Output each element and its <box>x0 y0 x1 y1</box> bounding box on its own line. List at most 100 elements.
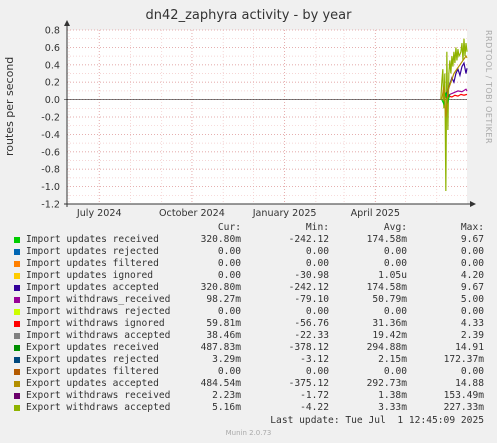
legend-value-max: 4.33 <box>460 318 484 329</box>
legend-swatch <box>14 345 20 351</box>
legend-swatch <box>14 261 20 267</box>
y-tick-label: -0.6 <box>41 147 60 158</box>
y-tick-label: -0.4 <box>41 130 60 141</box>
legend-value-cur: 484.54m <box>200 378 241 389</box>
legend-value-min: -242.12 <box>288 234 329 245</box>
legend-row: Export updates received 487.83m -378.12 294… <box>0 342 497 354</box>
legend-value-min: -56.76 <box>294 318 329 329</box>
legend-row: Import withdraws rejected 0.00 0.00 0.00 0.0… <box>0 306 497 318</box>
legend-series-name: Import withdraws ignored <box>26 318 165 329</box>
legend-header: Cur: Min: Avg: Max: <box>0 222 497 235</box>
legend-row: Import updates filtered 0.00 0.00 0.00 0.00 <box>0 258 497 270</box>
legend-swatch <box>14 273 20 279</box>
legend-value-cur: 3.29m <box>212 354 241 365</box>
legend-swatch <box>14 309 20 315</box>
legend-value-avg: 0.00 <box>383 366 407 377</box>
legend-swatch <box>14 357 20 363</box>
legend-value-min: -3.12 <box>300 354 329 365</box>
legend-value-avg: 0.00 <box>383 306 407 317</box>
legend-swatch <box>14 237 20 243</box>
legend-value-min: -22.33 <box>294 330 329 341</box>
legend-value-min: -375.12 <box>288 378 329 389</box>
legend-swatch <box>14 249 20 255</box>
legend-value-max: 2.39 <box>460 330 484 341</box>
x-tick-label: July 2024 <box>76 208 122 219</box>
legend-value-cur: 2.23m <box>212 390 241 401</box>
legend-value-cur: 0.00 <box>217 270 241 281</box>
legend-value-min: 0.00 <box>305 246 329 257</box>
legend-value-cur: 98.27m <box>206 294 241 305</box>
legend-swatch <box>14 333 20 339</box>
x-tick-label: January 2025 <box>252 208 317 219</box>
series-line <box>441 92 451 106</box>
y-tick-label: 0.6 <box>45 43 60 54</box>
legend-value-max: 5.00 <box>460 294 484 305</box>
legend-value-max: 0.00 <box>460 246 484 257</box>
legend-row: Import updates accepted 320.80m -242.12 174… <box>0 282 497 294</box>
axis-layer: 0.8 0.6 0.4 0.2 0.0 -0.2 -0.4 -0.6 -0.8 -1.0 -1.2 J… <box>41 20 476 219</box>
legend-series-name: Export updates accepted <box>26 378 159 389</box>
legend-value-max: 9.67 <box>460 234 484 245</box>
legend-swatch <box>14 285 20 291</box>
legend-series-name: Import updates received <box>26 234 159 245</box>
legend-series-name: Import withdraws_received <box>26 294 171 305</box>
legend-value-cur: 0.00 <box>217 246 241 257</box>
legend-value-cur: 59.81m <box>206 318 241 329</box>
legend-header-avg: Avg: <box>383 222 407 233</box>
legend-value-avg: 50.79m <box>372 294 407 305</box>
x-tick-label: October 2024 <box>159 208 225 219</box>
legend-series-name: Import updates accepted <box>26 282 159 293</box>
legend-value-avg: 174.58m <box>366 234 407 245</box>
legend-value-cur: 0.00 <box>217 306 241 317</box>
legend-row: Import updates received 320.80m -242.12 174… <box>0 234 497 246</box>
legend-value-cur: 320.80m <box>200 234 241 245</box>
x-tick-label: April 2025 <box>351 208 400 219</box>
legend-value-avg: 294.88m <box>366 342 407 353</box>
legend-value-min: -30.98 <box>294 270 329 281</box>
legend-header-min: Min: <box>305 222 329 233</box>
chart-title: dn42_zaphyra activity - by year <box>145 8 352 23</box>
legend-value-min: 0.00 <box>305 306 329 317</box>
legend-header-max: Max: <box>460 222 484 233</box>
legend-value-max: 14.91 <box>455 342 484 353</box>
munin-version-footer: Munin 2.0.73 <box>225 429 272 437</box>
legend-value-max: 153.49m <box>443 390 484 401</box>
legend-value-avg: 1.38m <box>378 390 407 401</box>
legend-value-min: -242.12 <box>288 282 329 293</box>
legend-value-avg: 292.73m <box>366 378 407 389</box>
chart-canvas: 0.8 0.6 0.4 0.2 0.0 -0.2 -0.4 -0.6 -0.8 -1.0 -1.2 J… <box>41 20 476 219</box>
legend-row: Export updates filtered 0.00 0.00 0.00 0.00 <box>0 366 497 378</box>
series-layer <box>440 38 468 191</box>
legend-value-max: 0.00 <box>460 306 484 317</box>
legend-row: Export withdraws accepted 5.16m -4.22 3.33m… <box>0 402 497 414</box>
legend-value-min: 0.00 <box>305 366 329 377</box>
rrdtool-watermark: RRDTOOL / TOBI OETIKER <box>484 30 493 145</box>
legend-value-min: 0.00 <box>305 258 329 269</box>
y-axis-arrow <box>64 20 70 26</box>
legend-row: Export updates accepted 484.54m -375.12 292… <box>0 378 497 390</box>
legend-value-cur: 487.83m <box>200 342 241 353</box>
legend-swatch <box>14 393 20 399</box>
legend-swatch <box>14 321 20 327</box>
y-tick-label: 0.4 <box>45 60 60 71</box>
y-tick-label: -1.2 <box>41 200 60 211</box>
y-tick-label: 0.0 <box>45 95 60 106</box>
legend-row: Export withdraws received 2.23m -1.72 1.38m… <box>0 390 497 402</box>
legend-row: Export updates rejected 3.29m -3.12 2.15m 17… <box>0 354 497 366</box>
legend-value-max: 227.33m <box>443 402 484 413</box>
series-line <box>441 54 468 118</box>
y-tick-label: -0.2 <box>41 113 60 124</box>
legend-value-cur: 0.00 <box>217 366 241 377</box>
y-tick-label: -1.0 <box>41 182 60 193</box>
legend-series-name: Export updates received <box>26 342 159 353</box>
legend-value-avg: 0.00 <box>383 258 407 269</box>
legend-swatch <box>14 405 20 411</box>
legend: Import updates received 320.80m -242.12 174… <box>0 234 497 414</box>
legend-value-avg: 19.42m <box>372 330 407 341</box>
legend-series-name: Import updates rejected <box>26 246 159 257</box>
legend-row: Import withdraws accepted 38.46m -22.33 19.… <box>0 330 497 342</box>
legend-value-min: -4.22 <box>300 402 329 413</box>
legend-series-name: Import withdraws rejected <box>26 306 171 317</box>
legend-series-name: Export withdraws received <box>26 390 171 401</box>
y-tick-label: -0.8 <box>41 165 60 176</box>
